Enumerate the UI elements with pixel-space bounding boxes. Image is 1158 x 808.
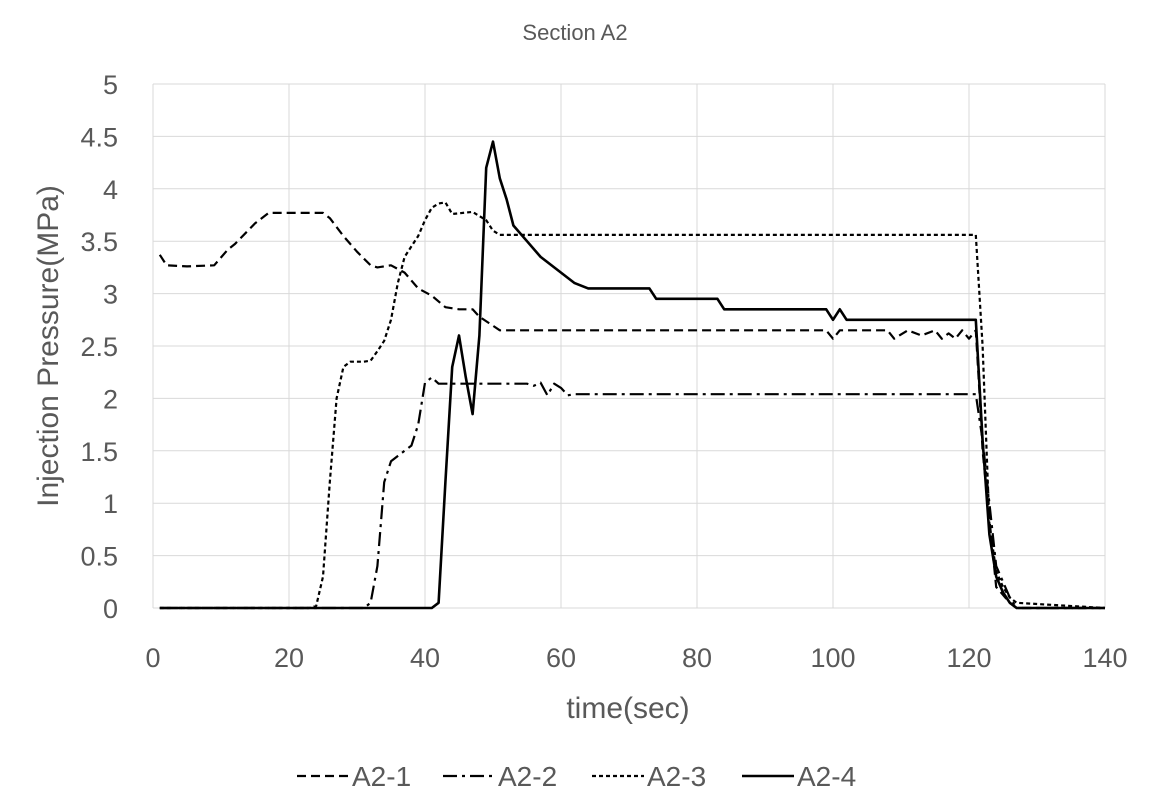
y-tick-label: 2.5 [80, 332, 118, 362]
x-axis-label: time(sec) [566, 692, 689, 725]
y-tick-label: 4.5 [80, 122, 118, 152]
legend-label-A2-2: A2-2 [498, 761, 557, 792]
y-tick-label: 2 [103, 384, 118, 414]
series-line-A2-4 [159, 140, 1105, 610]
y-tick-label: 1.5 [80, 437, 118, 467]
series-line-A2-1 [158, 211, 1105, 610]
x-tick-label: 20 [274, 643, 304, 673]
y-tick-labels: 0 0.5 1 1.5 2 2.5 3 3.5 4 4.5 5 [80, 70, 118, 624]
y-tick-label: 5 [103, 70, 118, 100]
y-tick-label: 1 [103, 489, 118, 519]
y-tick-label: 0 [103, 594, 118, 624]
series-lines [158, 140, 1106, 610]
x-tick-label: 0 [145, 643, 160, 673]
legend-label-A2-1: A2-1 [352, 761, 411, 792]
x-tick-label: 80 [682, 643, 712, 673]
y-tick-label: 0.5 [80, 542, 118, 572]
x-tick-label: 140 [1082, 643, 1127, 673]
legend: A2-1 A2-2 A2-3 A2-4 [297, 761, 856, 792]
chart-title: Section A2 [522, 20, 627, 45]
legend-label-A2-4: A2-4 [797, 761, 856, 792]
x-tick-label: 120 [946, 643, 991, 673]
series-line-A2-2 [159, 376, 1105, 610]
y-tick-label: 4 [103, 175, 118, 205]
series-line-A2-3 [159, 201, 1106, 610]
x-tick-label: 100 [810, 643, 855, 673]
gridlines [152, 83, 1106, 609]
y-tick-label: 3.5 [80, 227, 118, 257]
y-tick-label: 3 [103, 280, 118, 310]
x-tick-labels: 0 20 40 60 80 100 120 140 [145, 643, 1127, 673]
legend-label-A2-3: A2-3 [647, 761, 706, 792]
x-tick-label: 60 [546, 643, 576, 673]
x-tick-label: 40 [410, 643, 440, 673]
y-axis-label: Injection Pressure(MPa) [32, 185, 65, 507]
